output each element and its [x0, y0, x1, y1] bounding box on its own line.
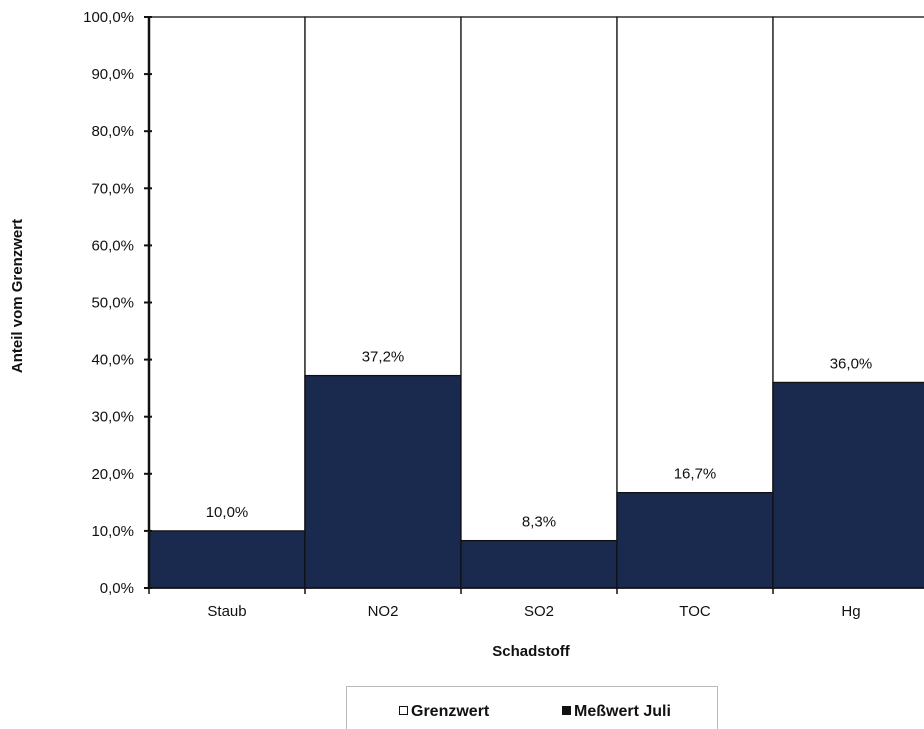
data-label-so2: 8,3%: [522, 514, 556, 531]
y-tick-label-7: 70,0%: [91, 180, 134, 197]
y-tick-label-9: 90,0%: [91, 66, 134, 83]
y-tick-label-4: 40,0%: [91, 352, 134, 369]
data-label-staub: 10,0%: [206, 504, 249, 521]
y-tick-label-8: 80,0%: [91, 123, 134, 140]
legend-label-grenzwert: Grenzwert: [411, 703, 490, 720]
legend-label-messwert: Meßwert Juli: [574, 703, 671, 720]
bar-grenzwert-staub: [148, 16, 306, 589]
y-tick-label-6: 60,0%: [91, 237, 134, 254]
y-tick-label-5: 50,0%: [91, 295, 134, 312]
category-label-so2: SO2: [524, 603, 554, 620]
bar-messwert-toc: [616, 491, 774, 589]
y-tick-label-3: 30,0%: [91, 409, 134, 426]
legend-item-grenzwert: Grenzwert: [399, 703, 489, 721]
y-tick-label-0: 0,0%: [100, 580, 134, 597]
data-label-toc: 16,7%: [674, 466, 717, 483]
category-label-hg: Hg: [841, 603, 860, 620]
bar-grenzwert-so2: [460, 16, 618, 589]
bar-messwert-hg: [772, 381, 924, 589]
legend-item-messwert: Meßwert Juli: [562, 703, 671, 721]
data-labels-group: 10,0% 37,2% 8,3% 16,7% 36,0%: [206, 349, 873, 531]
bar-messwert-no2: [304, 374, 462, 589]
y-tick-label-10: 100,0%: [83, 9, 134, 26]
y-tick-label-1: 10,0%: [91, 523, 134, 540]
legend-swatch-grenzwert: [399, 706, 408, 715]
x-axis: Staub NO2 SO2 TOC Hg: [148, 587, 924, 620]
bar-messwert-staub: [148, 530, 306, 589]
data-label-no2: 37,2%: [362, 349, 405, 366]
x-axis-title: Schadstoff: [492, 643, 571, 660]
category-label-staub: Staub: [207, 603, 246, 620]
legend-swatch-messwert: [562, 706, 571, 715]
category-label-toc: TOC: [679, 603, 711, 620]
y-axis-title: Anteil vom Grenzwert: [9, 219, 26, 373]
category-label-no2: NO2: [368, 603, 399, 620]
legend: Grenzwert Meßwert Juli: [346, 686, 718, 729]
bars-group: [148, 16, 924, 589]
data-label-hg: 36,0%: [830, 355, 873, 372]
y-tick-label-2: 20,0%: [91, 466, 134, 483]
bar-messwert-so2: [460, 539, 618, 589]
y-axis: 0,0% 10,0% 20,0% 30,0% 40,0% 50,0% 60,0% 70,0% 8…: [83, 9, 152, 597]
